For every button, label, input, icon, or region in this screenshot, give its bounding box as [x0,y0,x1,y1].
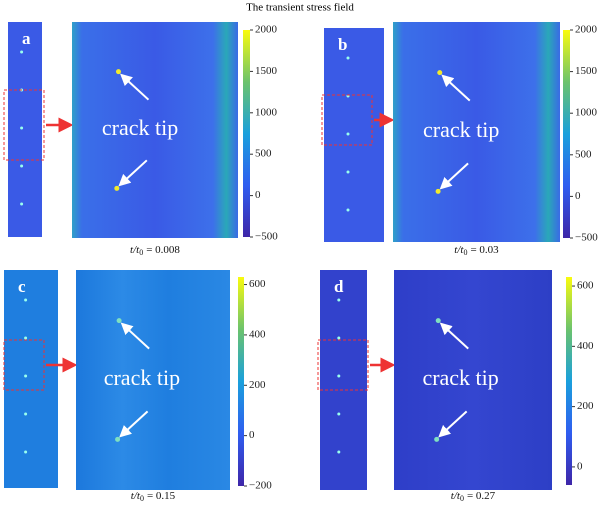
annotation: crack tip [104,365,180,390]
colorbar-tick-label: 200 [577,400,594,412]
crack-dot [346,132,350,136]
colorbar-tick-label: −500 [575,232,598,244]
crack-dot [20,50,24,54]
caption-subscript: 0 [460,494,464,503]
colorbar-tick-label: 400 [249,328,266,340]
crack-dot [24,450,28,454]
caption-value: = 0.27 [467,490,496,502]
caption-value: = 0.03 [470,244,499,256]
pointer-arrow [439,322,469,350]
specimen-strip [320,270,367,490]
caption-ratio: t/t [454,244,464,256]
crack-tip [435,188,441,194]
colorbar [566,277,572,485]
caption-value: = 0.15 [147,490,176,502]
crack-dot [337,412,341,416]
pointer-arrow [119,410,149,438]
panel-label: d [334,277,344,296]
caption-ratio: t/t [451,490,461,502]
colorbar-tick-label: −500 [255,231,278,243]
crack-dot [337,298,341,302]
crack-dot [337,336,341,340]
colorbar-tick-label: 0 [577,460,583,472]
colorbar-tick-label: 600 [577,280,594,292]
colorbar-tick-label: 2000 [575,24,598,36]
colorbar-tick-label: 400 [577,340,594,352]
colorbar [243,30,250,237]
crack-tip [116,318,122,324]
crack-tip [435,318,441,324]
crack-tip [115,69,121,75]
crack-dot [20,202,24,206]
crack-tip [115,436,121,442]
pointer-arrow [441,74,471,102]
specimen-strip [4,270,58,488]
caption-ratio: t/t [131,490,141,502]
pointer-arrow [120,73,150,101]
colorbar-tick-label: 0 [575,190,581,202]
crack-dot [337,450,341,454]
colorbar-tick-label: 1500 [575,65,598,77]
pointer-arrow [120,322,150,350]
specimen-strip [324,28,384,242]
panel-label: b [338,35,347,54]
colorbar-tick-label: 2000 [255,24,278,36]
pointer-arrow [439,162,469,190]
crack-dot [24,298,28,302]
colorbar-tick-label: 500 [255,148,272,160]
annotation: crack tip [423,117,499,142]
crack-dot [346,208,350,212]
annotation: crack tip [422,365,498,390]
annotation: crack tip [102,115,178,140]
zoom-image [72,22,238,238]
crack-dot [20,126,24,130]
specimen-strip [8,22,42,237]
crack-tip [114,185,120,191]
colorbar-tick-label: 0 [255,189,261,201]
crack-dot [337,374,341,378]
caption-subscript: 0 [139,248,143,257]
zoom-image [393,22,560,242]
caption: t/t0 = 0.008 [130,244,180,257]
colorbar-tick-label: 1000 [575,107,598,119]
caption-subscript: 0 [140,494,144,503]
crack-tip [434,436,440,442]
crack-dot [20,164,24,168]
colorbar-tick-label: 600 [249,278,266,290]
caption: t/t0 = 0.03 [454,244,499,257]
colorbar-tick-label: 500 [575,148,592,160]
colorbar-tick-label: 200 [249,379,266,391]
zoom-image [394,270,552,490]
crack-dot [346,170,350,174]
zoom-box [321,94,373,146]
zoom-box [3,89,45,161]
panel-label: c [18,277,26,296]
colorbar-tick-label: 1500 [255,65,278,77]
pointer-arrow [118,159,148,187]
crack-dot [24,374,28,378]
crack-tip [437,70,443,76]
caption: t/t0 = 0.15 [131,490,176,503]
panel-label: a [22,29,31,48]
crack-dot [24,336,28,340]
pointer-arrow [438,410,468,438]
crack-dot [24,412,28,416]
caption-subscript: 0 [463,248,467,257]
caption-ratio: t/t [130,244,140,256]
colorbar [238,277,244,486]
figure-title: The transient stress field [246,2,354,14]
colorbar-tick-label: −200 [249,480,272,492]
zoom-box [3,339,45,391]
colorbar [563,30,570,238]
colorbar-tick-label: 0 [249,429,255,441]
crack-dot [346,56,350,60]
zoom-image [76,270,230,490]
caption-value: = 0.008 [146,244,180,256]
caption: t/t0 = 0.27 [451,490,496,503]
colorbar-tick-label: 1000 [255,106,278,118]
zoom-box [317,339,369,391]
